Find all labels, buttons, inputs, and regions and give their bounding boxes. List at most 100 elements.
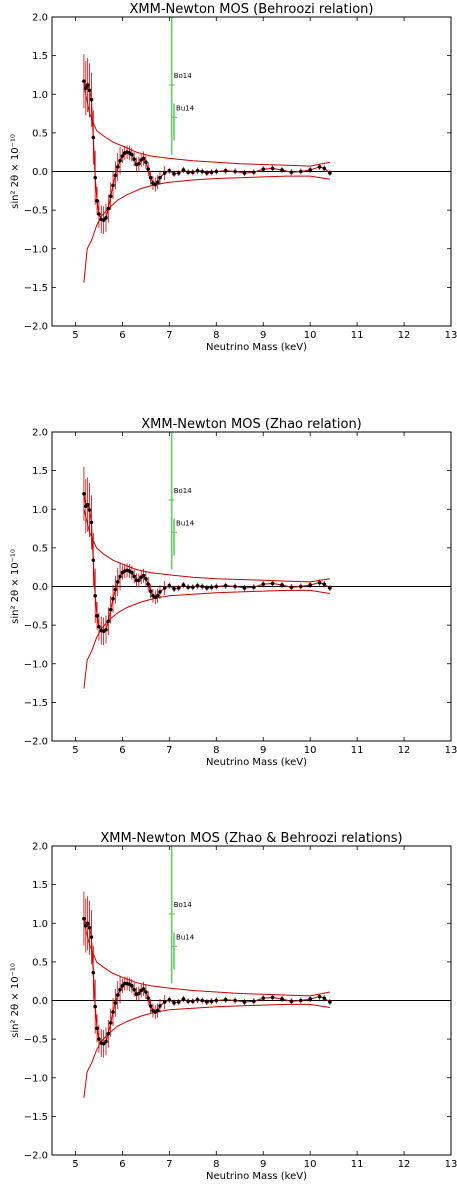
data-point	[195, 583, 200, 588]
x-axis-label: Neutrino Mass (keV)	[206, 1171, 307, 1182]
data-point	[93, 175, 97, 180]
data-point	[214, 584, 219, 589]
data-point	[261, 996, 266, 1000]
data-point	[205, 171, 209, 175]
data-point	[280, 168, 284, 172]
data-point	[97, 212, 101, 216]
data-point	[181, 997, 186, 1001]
data-point	[155, 180, 160, 185]
data-point	[111, 183, 115, 188]
data-point	[328, 1000, 332, 1004]
y-tick-label: 1.5	[32, 466, 48, 477]
data-point	[115, 165, 120, 169]
y-tick-label: 2.0	[32, 842, 48, 853]
data-point	[261, 582, 266, 586]
data-point	[106, 206, 111, 211]
x-tick-label: 7	[166, 745, 172, 756]
y-tick-label: −1.0	[24, 659, 48, 670]
data-point	[146, 167, 151, 171]
x-tick-label: 11	[351, 330, 364, 341]
data-point	[91, 135, 96, 140]
data-point	[85, 921, 90, 926]
data-point	[158, 590, 162, 594]
data-point	[233, 584, 237, 589]
data-point	[233, 998, 237, 1003]
data-point	[181, 168, 186, 172]
y-tick-label: −1.5	[24, 698, 48, 709]
data-point	[132, 157, 136, 161]
x-tick-label: 5	[72, 745, 78, 756]
data-point	[97, 1037, 101, 1041]
data-point	[252, 585, 256, 590]
data-point	[261, 167, 266, 171]
limit-curve-lower-limit	[83, 1003, 330, 1098]
data-point	[101, 1041, 106, 1046]
limit-curve-upper-limit	[83, 921, 330, 997]
data-point	[191, 170, 195, 175]
annotation-label: Bu14	[176, 933, 195, 941]
y-tick-label: −1.0	[24, 244, 48, 255]
y-tick-label: 0.5	[32, 957, 48, 968]
data-point	[209, 170, 214, 175]
y-tick-label: 1.0	[32, 919, 48, 930]
data-point	[176, 586, 181, 590]
data-point	[82, 916, 86, 921]
data-point	[113, 1001, 118, 1005]
y-tick-label: −0.5	[24, 1035, 48, 1046]
data-point	[270, 581, 275, 586]
data-point	[120, 154, 125, 158]
data-point	[167, 168, 172, 173]
data-point	[146, 582, 151, 586]
data-point	[289, 999, 294, 1004]
data-point	[146, 996, 151, 1000]
x-tick-label: 13	[445, 745, 457, 756]
y-tick-label: −2.0	[24, 322, 48, 333]
data-point	[148, 175, 153, 180]
data-point	[195, 997, 200, 1002]
data-point	[108, 1021, 113, 1025]
y-tick-label: 1.0	[32, 90, 48, 101]
annotation-label: Bu14	[176, 104, 195, 112]
data-point	[118, 987, 122, 992]
x-tick-label: 7	[166, 330, 172, 341]
x-tick-label: 8	[213, 1159, 219, 1170]
data-point	[132, 574, 136, 579]
data-point	[87, 508, 92, 512]
data-point	[93, 593, 97, 598]
data-point	[144, 990, 148, 994]
chart-title: XMM-Newton MOS (Zhao relation)	[141, 417, 362, 432]
x-tick-label: 10	[304, 330, 317, 341]
x-tick-label: 9	[260, 1159, 266, 1170]
data-point	[89, 520, 94, 525]
data-point	[158, 1004, 162, 1008]
y-tick-label: 1.5	[32, 880, 48, 891]
x-tick-label: 12	[398, 1159, 411, 1170]
data-point	[191, 585, 195, 590]
x-tick-label: 7	[166, 1159, 172, 1170]
data-point	[298, 584, 303, 589]
data-point	[223, 997, 228, 1002]
limit-curve-upper-limit	[83, 84, 330, 167]
data-point	[252, 170, 256, 175]
x-tick-label: 9	[260, 330, 266, 341]
data-point	[148, 589, 153, 593]
y-tick-label: 0.0	[32, 582, 48, 593]
data-point	[137, 161, 141, 166]
data-point	[289, 170, 294, 175]
data-point	[108, 194, 113, 199]
y-tick-label: −0.5	[24, 621, 48, 632]
data-point	[87, 926, 92, 930]
y-tick-label: −1.0	[24, 1073, 48, 1084]
data-point	[298, 998, 303, 1003]
data-point	[104, 216, 108, 220]
x-tick-label: 5	[72, 1159, 78, 1170]
data-point	[83, 86, 88, 90]
data-point	[308, 583, 312, 587]
data-point	[172, 587, 176, 591]
data-point	[111, 597, 115, 601]
data-point	[130, 570, 134, 575]
data-point	[200, 169, 205, 174]
y-tick-label: 0.0	[32, 996, 48, 1007]
data-point	[118, 158, 122, 163]
data-point	[82, 79, 86, 83]
